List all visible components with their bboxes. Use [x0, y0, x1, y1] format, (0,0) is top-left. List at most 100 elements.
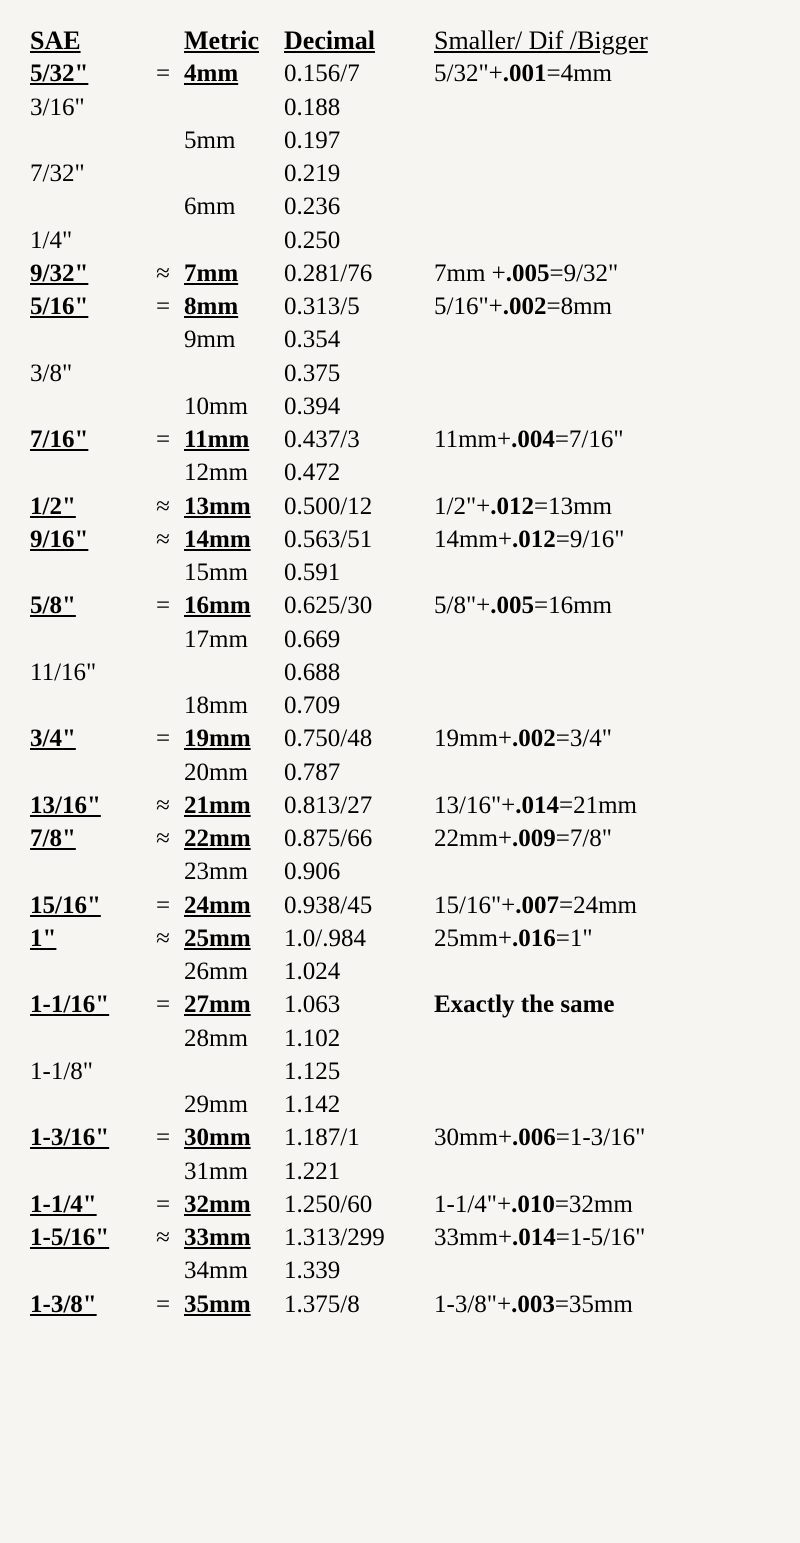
table-row: 5mm0.197	[28, 125, 780, 158]
operator-cell: =	[144, 590, 182, 623]
metric-cell: 27mm	[182, 989, 282, 1022]
sae-cell: 1-1/8"	[28, 1056, 144, 1089]
table-row: 1/2"≈13mm0.500/121/2"+.012=13mm	[28, 491, 780, 524]
metric-cell: 11mm	[182, 424, 282, 457]
metric-cell: 5mm	[182, 125, 282, 158]
metric-cell	[182, 92, 282, 125]
compare-cell: 1-3/8"+.003=35mm	[432, 1289, 780, 1322]
operator-cell: ≈	[144, 823, 182, 856]
compare-cell	[432, 856, 780, 889]
metric-cell	[182, 158, 282, 191]
compare-cell: 7mm +.005=9/32"	[432, 258, 780, 291]
decimal-cell: 0.709	[282, 690, 432, 723]
compare-cell: 19mm+.002=3/4"	[432, 723, 780, 756]
decimal-cell: 0.250	[282, 225, 432, 258]
metric-cell: 23mm	[182, 856, 282, 889]
header-op	[144, 24, 182, 58]
metric-cell: 26mm	[182, 956, 282, 989]
table-row: 1-5/16"≈33mm1.313/29933mm+.014=1-5/16"	[28, 1222, 780, 1255]
decimal-cell: 0.750/48	[282, 723, 432, 756]
decimal-cell: 0.472	[282, 457, 432, 490]
sae-cell	[28, 1255, 144, 1288]
operator-cell: ≈	[144, 790, 182, 823]
sae-cell	[28, 956, 144, 989]
compare-cell	[432, 358, 780, 391]
table-row: 9/32"≈7mm0.281/767mm +.005=9/32"	[28, 258, 780, 291]
decimal-cell: 0.688	[282, 657, 432, 690]
header-metric: Metric	[182, 24, 282, 58]
table-row: 7/8"≈22mm0.875/6622mm+.009=7/8"	[28, 823, 780, 856]
table-row: 1/4"0.250	[28, 225, 780, 258]
compare-cell: 5/16"+.002=8mm	[432, 291, 780, 324]
decimal-cell: 1.102	[282, 1023, 432, 1056]
operator-cell	[144, 324, 182, 357]
sae-cell: 5/16"	[28, 291, 144, 324]
table-row: 23mm0.906	[28, 856, 780, 889]
decimal-cell: 0.437/3	[282, 424, 432, 457]
decimal-cell: 0.313/5	[282, 291, 432, 324]
sae-cell	[28, 690, 144, 723]
sae-cell: 3/16"	[28, 92, 144, 125]
compare-cell	[432, 624, 780, 657]
compare-cell	[432, 324, 780, 357]
decimal-cell: 0.375	[282, 358, 432, 391]
table-row: 5/8"=16mm0.625/305/8"+.005=16mm	[28, 590, 780, 623]
operator-cell: =	[144, 1189, 182, 1222]
metric-cell: 31mm	[182, 1156, 282, 1189]
operator-cell: =	[144, 424, 182, 457]
table-row: 5/16"=8mm0.313/55/16"+.002=8mm	[28, 291, 780, 324]
decimal-cell: 1.125	[282, 1056, 432, 1089]
sae-cell: 7/8"	[28, 823, 144, 856]
operator-cell	[144, 158, 182, 191]
compare-cell: 1/2"+.012=13mm	[432, 491, 780, 524]
table-row: 31mm1.221	[28, 1156, 780, 1189]
table-row: 5/32"=4mm0.156/75/32"+.001=4mm	[28, 58, 780, 91]
sae-cell	[28, 1023, 144, 1056]
compare-cell	[432, 690, 780, 723]
sae-cell: 13/16"	[28, 790, 144, 823]
decimal-cell: 0.787	[282, 757, 432, 790]
table-row: 18mm0.709	[28, 690, 780, 723]
operator-cell	[144, 1156, 182, 1189]
compare-cell	[432, 92, 780, 125]
compare-cell	[432, 457, 780, 490]
decimal-cell: 1.313/299	[282, 1222, 432, 1255]
compare-cell: 5/32"+.001=4mm	[432, 58, 780, 91]
decimal-cell: 0.219	[282, 158, 432, 191]
operator-cell	[144, 92, 182, 125]
metric-cell: 9mm	[182, 324, 282, 357]
metric-cell: 13mm	[182, 491, 282, 524]
header-decimal: Decimal	[282, 24, 432, 58]
compare-cell	[432, 125, 780, 158]
operator-cell	[144, 191, 182, 224]
table-row: 15/16"=24mm0.938/4515/16"+.007=24mm	[28, 890, 780, 923]
operator-cell: ≈	[144, 1222, 182, 1255]
metric-cell	[182, 1056, 282, 1089]
decimal-cell: 1.375/8	[282, 1289, 432, 1322]
operator-cell: =	[144, 291, 182, 324]
decimal-cell: 0.875/66	[282, 823, 432, 856]
operator-cell	[144, 856, 182, 889]
operator-cell	[144, 457, 182, 490]
metric-cell: 7mm	[182, 258, 282, 291]
sae-cell: 1-1/16"	[28, 989, 144, 1022]
operator-cell: =	[144, 1122, 182, 1155]
sae-cell: 1-5/16"	[28, 1222, 144, 1255]
sae-cell	[28, 757, 144, 790]
sae-cell: 7/16"	[28, 424, 144, 457]
metric-cell: 32mm	[182, 1189, 282, 1222]
metric-cell: 29mm	[182, 1089, 282, 1122]
decimal-cell: 1.339	[282, 1255, 432, 1288]
decimal-cell: 1.142	[282, 1089, 432, 1122]
decimal-cell: 0.156/7	[282, 58, 432, 91]
compare-cell: 1-1/4"+.010=32mm	[432, 1189, 780, 1222]
table-row: 9mm0.354	[28, 324, 780, 357]
decimal-cell: 1.0/.984	[282, 923, 432, 956]
compare-cell	[432, 191, 780, 224]
metric-cell: 16mm	[182, 590, 282, 623]
operator-cell	[144, 557, 182, 590]
table-row: 20mm0.787	[28, 757, 780, 790]
decimal-cell: 0.591	[282, 557, 432, 590]
table-row: 29mm1.142	[28, 1089, 780, 1122]
compare-cell	[432, 557, 780, 590]
